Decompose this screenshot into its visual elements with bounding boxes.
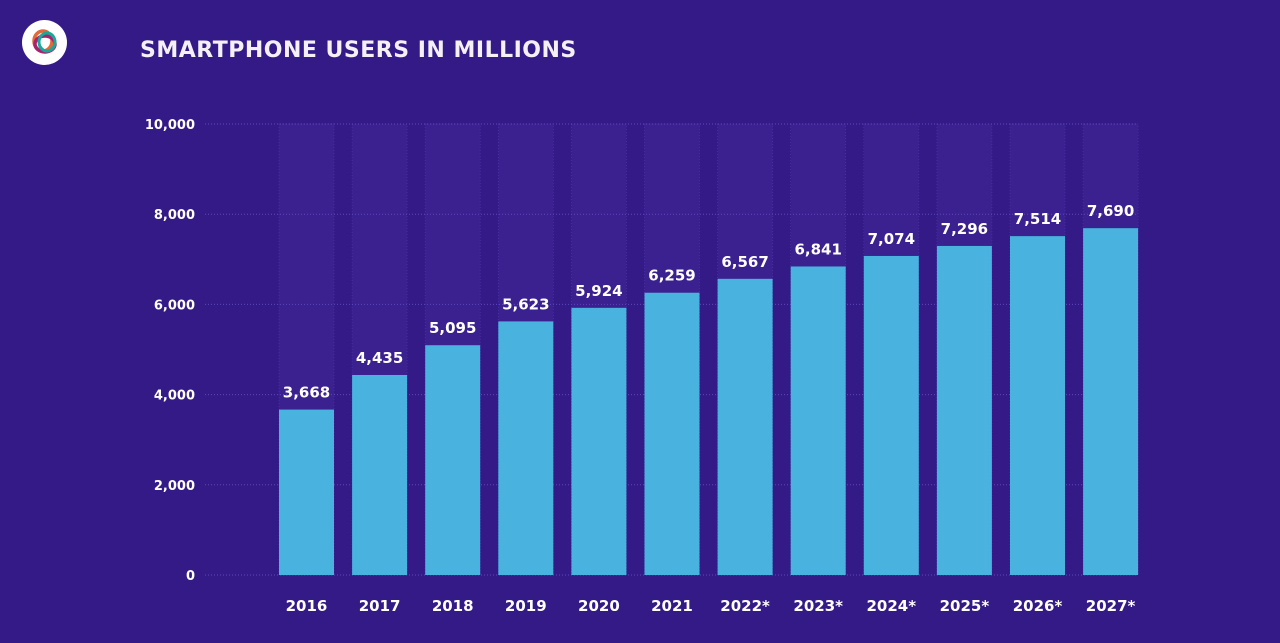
x-tick-label: 2025* bbox=[940, 597, 990, 615]
x-tick-label: 2019 bbox=[505, 597, 547, 615]
bar bbox=[352, 374, 408, 575]
data-label: 7,296 bbox=[941, 220, 988, 238]
data-label: 3,668 bbox=[283, 384, 330, 402]
bar bbox=[644, 292, 700, 575]
x-tick-label: 2018 bbox=[432, 597, 474, 615]
y-tick-label: 2,000 bbox=[154, 479, 195, 494]
chart-title: SMARTPHONE USERS IN MILLIONS bbox=[140, 38, 577, 63]
data-label: 5,623 bbox=[502, 295, 549, 313]
y-tick-label: 6,000 bbox=[154, 298, 195, 313]
data-label: 7,514 bbox=[1014, 210, 1061, 228]
bar bbox=[425, 345, 481, 575]
x-tick-label: 2022* bbox=[720, 597, 770, 615]
bar bbox=[571, 307, 627, 575]
x-tick-label: 2024* bbox=[867, 597, 917, 615]
x-tick-label: 2021 bbox=[651, 597, 693, 615]
x-tick-label: 2026* bbox=[1013, 597, 1063, 615]
x-tick-label: 2016 bbox=[286, 597, 328, 615]
data-label: 6,567 bbox=[721, 253, 768, 271]
x-tick-label: 2027* bbox=[1086, 597, 1136, 615]
x-tick-label: 2020 bbox=[578, 597, 620, 615]
bar bbox=[790, 266, 846, 575]
bar bbox=[279, 409, 334, 575]
y-tick-label: 0 bbox=[186, 569, 195, 584]
y-tick-label: 8,000 bbox=[154, 208, 195, 223]
brand-logo bbox=[22, 20, 67, 65]
y-tick-label: 4,000 bbox=[154, 389, 195, 404]
x-tick-label: 2023* bbox=[793, 597, 843, 615]
bar bbox=[863, 255, 919, 576]
bar bbox=[1083, 228, 1139, 575]
bar bbox=[1010, 236, 1065, 576]
bar bbox=[498, 321, 554, 575]
data-label: 6,841 bbox=[794, 240, 841, 258]
data-label: 7,074 bbox=[868, 230, 915, 248]
x-tick-label: 2017 bbox=[359, 597, 401, 615]
bar bbox=[936, 245, 992, 576]
data-label: 5,924 bbox=[575, 282, 622, 300]
rings-logo-icon bbox=[32, 29, 57, 54]
y-tick-label: 10,000 bbox=[145, 118, 195, 133]
data-label: 7,690 bbox=[1087, 202, 1134, 220]
bar bbox=[717, 278, 773, 575]
data-label: 6,259 bbox=[648, 267, 695, 285]
data-label: 5,095 bbox=[429, 319, 476, 337]
data-label: 4,435 bbox=[356, 349, 403, 367]
